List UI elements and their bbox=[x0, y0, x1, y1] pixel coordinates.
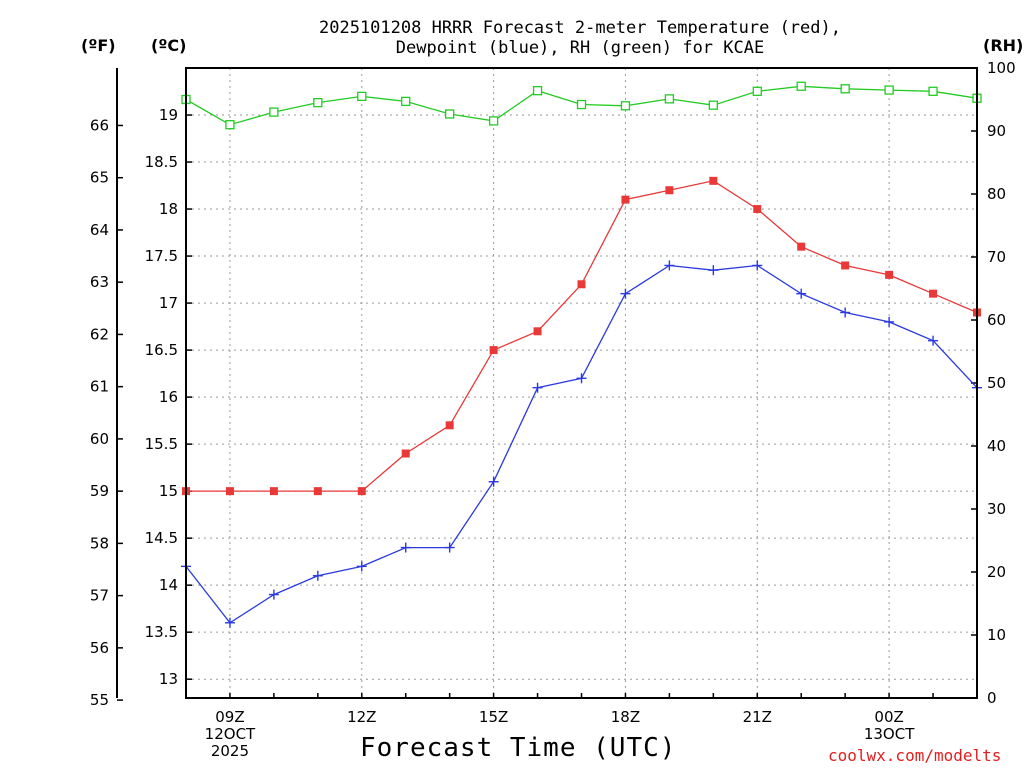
fahrenheit-tick-label: 55 bbox=[90, 691, 109, 709]
rh-point bbox=[752, 86, 762, 96]
celsius-tick-label: 17.5 bbox=[145, 247, 178, 265]
rh-tick-label: 90 bbox=[987, 122, 1006, 140]
celsius-tick-label: 14 bbox=[159, 576, 178, 594]
rh-axis-unit: (RH) bbox=[983, 36, 1024, 55]
fahrenheit-tick-label: 66 bbox=[90, 116, 109, 134]
temperature-point bbox=[797, 242, 806, 251]
rh-point bbox=[401, 96, 411, 107]
chart-title-line2: Dewpoint (blue), RH (green) for KCAE bbox=[395, 38, 765, 58]
celsius-tick-label: 16.5 bbox=[145, 341, 178, 359]
fahrenheit-tick-label: 56 bbox=[90, 639, 109, 657]
temperature-point bbox=[621, 195, 630, 204]
celsius-tick-label: 17 bbox=[159, 294, 178, 312]
rh-tick-label: 100 bbox=[987, 59, 1016, 77]
x-tick-label: 18Z bbox=[611, 708, 640, 726]
temperature-point bbox=[533, 327, 542, 336]
temperature-point bbox=[885, 270, 894, 279]
fahrenheit-tick-label: 59 bbox=[90, 482, 109, 500]
rh-point bbox=[884, 85, 894, 95]
temperature-point bbox=[709, 176, 718, 185]
rh-point bbox=[796, 81, 806, 91]
fahrenheit-tick-label: 60 bbox=[90, 430, 109, 448]
celsius-tick-label: 14.5 bbox=[145, 529, 178, 547]
x-tick-label: 21Z bbox=[743, 708, 772, 726]
temperature-point bbox=[269, 487, 278, 496]
x-tick-label: 2025 bbox=[211, 742, 249, 760]
temperature-point bbox=[313, 487, 322, 496]
temperature-point bbox=[577, 280, 586, 289]
fahrenheit-tick-label: 57 bbox=[90, 587, 109, 605]
rh-tick-label: 70 bbox=[987, 248, 1006, 266]
rh-point bbox=[445, 109, 455, 119]
fahrenheit-tick-label: 64 bbox=[90, 221, 109, 239]
x-tick-label: 13OCT bbox=[864, 725, 915, 743]
celsius-tick-label: 18 bbox=[159, 200, 178, 218]
temperature-point bbox=[225, 487, 234, 496]
fahrenheit-tick-label: 58 bbox=[90, 534, 109, 552]
rh-point bbox=[664, 94, 675, 104]
rh-point bbox=[357, 91, 367, 101]
celsius-axis-unit: (ºC) bbox=[151, 36, 187, 55]
x-axis-label: Forecast Time (UTC) bbox=[360, 733, 677, 763]
temperature-point bbox=[489, 346, 498, 355]
rh-point bbox=[532, 86, 543, 96]
x-tick-label: 09Z bbox=[215, 708, 244, 726]
temperature-point bbox=[401, 449, 410, 458]
rh-tick-label: 0 bbox=[987, 689, 997, 707]
rh-tick-label: 50 bbox=[987, 374, 1006, 392]
temperature-point bbox=[665, 186, 674, 195]
celsius-tick-label: 15.5 bbox=[145, 435, 178, 453]
celsius-tick-label: 18.5 bbox=[145, 153, 178, 171]
rh-point bbox=[840, 84, 850, 94]
celsius-tick-label: 19 bbox=[159, 106, 178, 124]
fahrenheit-axis-unit: (ºF) bbox=[81, 36, 116, 55]
rh-tick-label: 10 bbox=[987, 626, 1006, 644]
rh-point bbox=[269, 107, 279, 117]
credit-link[interactable]: coolwx.com/modelts bbox=[828, 746, 1002, 765]
rh-point bbox=[576, 99, 587, 110]
rh-tick-label: 20 bbox=[987, 563, 1006, 581]
x-tick-label: 15Z bbox=[479, 708, 508, 726]
rh-tick-label: 60 bbox=[987, 311, 1006, 329]
rh-point bbox=[225, 120, 235, 130]
temperature-point bbox=[753, 205, 762, 214]
celsius-tick-label: 15 bbox=[159, 482, 178, 500]
fahrenheit-tick-label: 63 bbox=[90, 273, 109, 291]
temperature-point bbox=[445, 421, 454, 430]
rh-tick-label: 30 bbox=[987, 500, 1006, 518]
celsius-tick-label: 13 bbox=[159, 670, 178, 688]
x-tick-label: 12OCT bbox=[205, 725, 256, 743]
x-tick-label: 00Z bbox=[874, 708, 903, 726]
rh-point bbox=[620, 101, 631, 111]
temperature-point bbox=[929, 289, 938, 298]
chart-title-line1: 2025101208 HRRR Forecast 2-meter Tempera… bbox=[319, 18, 841, 38]
temperature-point bbox=[841, 261, 850, 270]
rh-point bbox=[928, 86, 938, 96]
x-tick-label: 12Z bbox=[347, 708, 376, 726]
fahrenheit-tick-label: 62 bbox=[90, 325, 109, 343]
fahrenheit-tick-label: 61 bbox=[90, 378, 109, 396]
rh-point bbox=[313, 98, 323, 108]
rh-point bbox=[488, 116, 499, 126]
celsius-tick-label: 16 bbox=[159, 388, 178, 406]
plot-frame-overlay bbox=[185, 67, 978, 699]
fahrenheit-tick-label: 65 bbox=[90, 169, 109, 187]
rh-point bbox=[708, 100, 718, 110]
rh-tick-label: 80 bbox=[987, 185, 1006, 203]
celsius-tick-label: 13.5 bbox=[145, 623, 178, 641]
temperature-point bbox=[357, 487, 366, 496]
rh-tick-label: 40 bbox=[987, 437, 1006, 455]
